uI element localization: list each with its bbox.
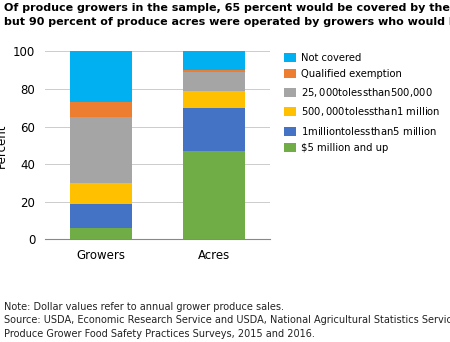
Bar <box>183 72 245 91</box>
Bar <box>70 117 132 183</box>
Bar <box>70 102 132 117</box>
Bar <box>183 91 245 108</box>
Bar <box>183 108 245 151</box>
Bar <box>183 51 245 70</box>
Y-axis label: Percent: Percent <box>0 123 8 168</box>
Bar <box>183 70 245 72</box>
Legend: Not covered, Qualified exemption, $25,000 to less than $500,000, $500,000 to les: Not covered, Qualified exemption, $25,00… <box>284 53 441 153</box>
Bar <box>70 204 132 228</box>
Bar <box>70 228 132 239</box>
Bar <box>70 51 132 102</box>
Text: Of produce growers in the sample, 65 percent would be covered by the Produce Rul: Of produce growers in the sample, 65 per… <box>4 3 450 27</box>
Bar <box>70 183 132 204</box>
Text: Note: Dollar values refer to annual grower produce sales.
Source: USDA, Economic: Note: Dollar values refer to annual grow… <box>4 302 450 339</box>
Bar <box>183 151 245 239</box>
